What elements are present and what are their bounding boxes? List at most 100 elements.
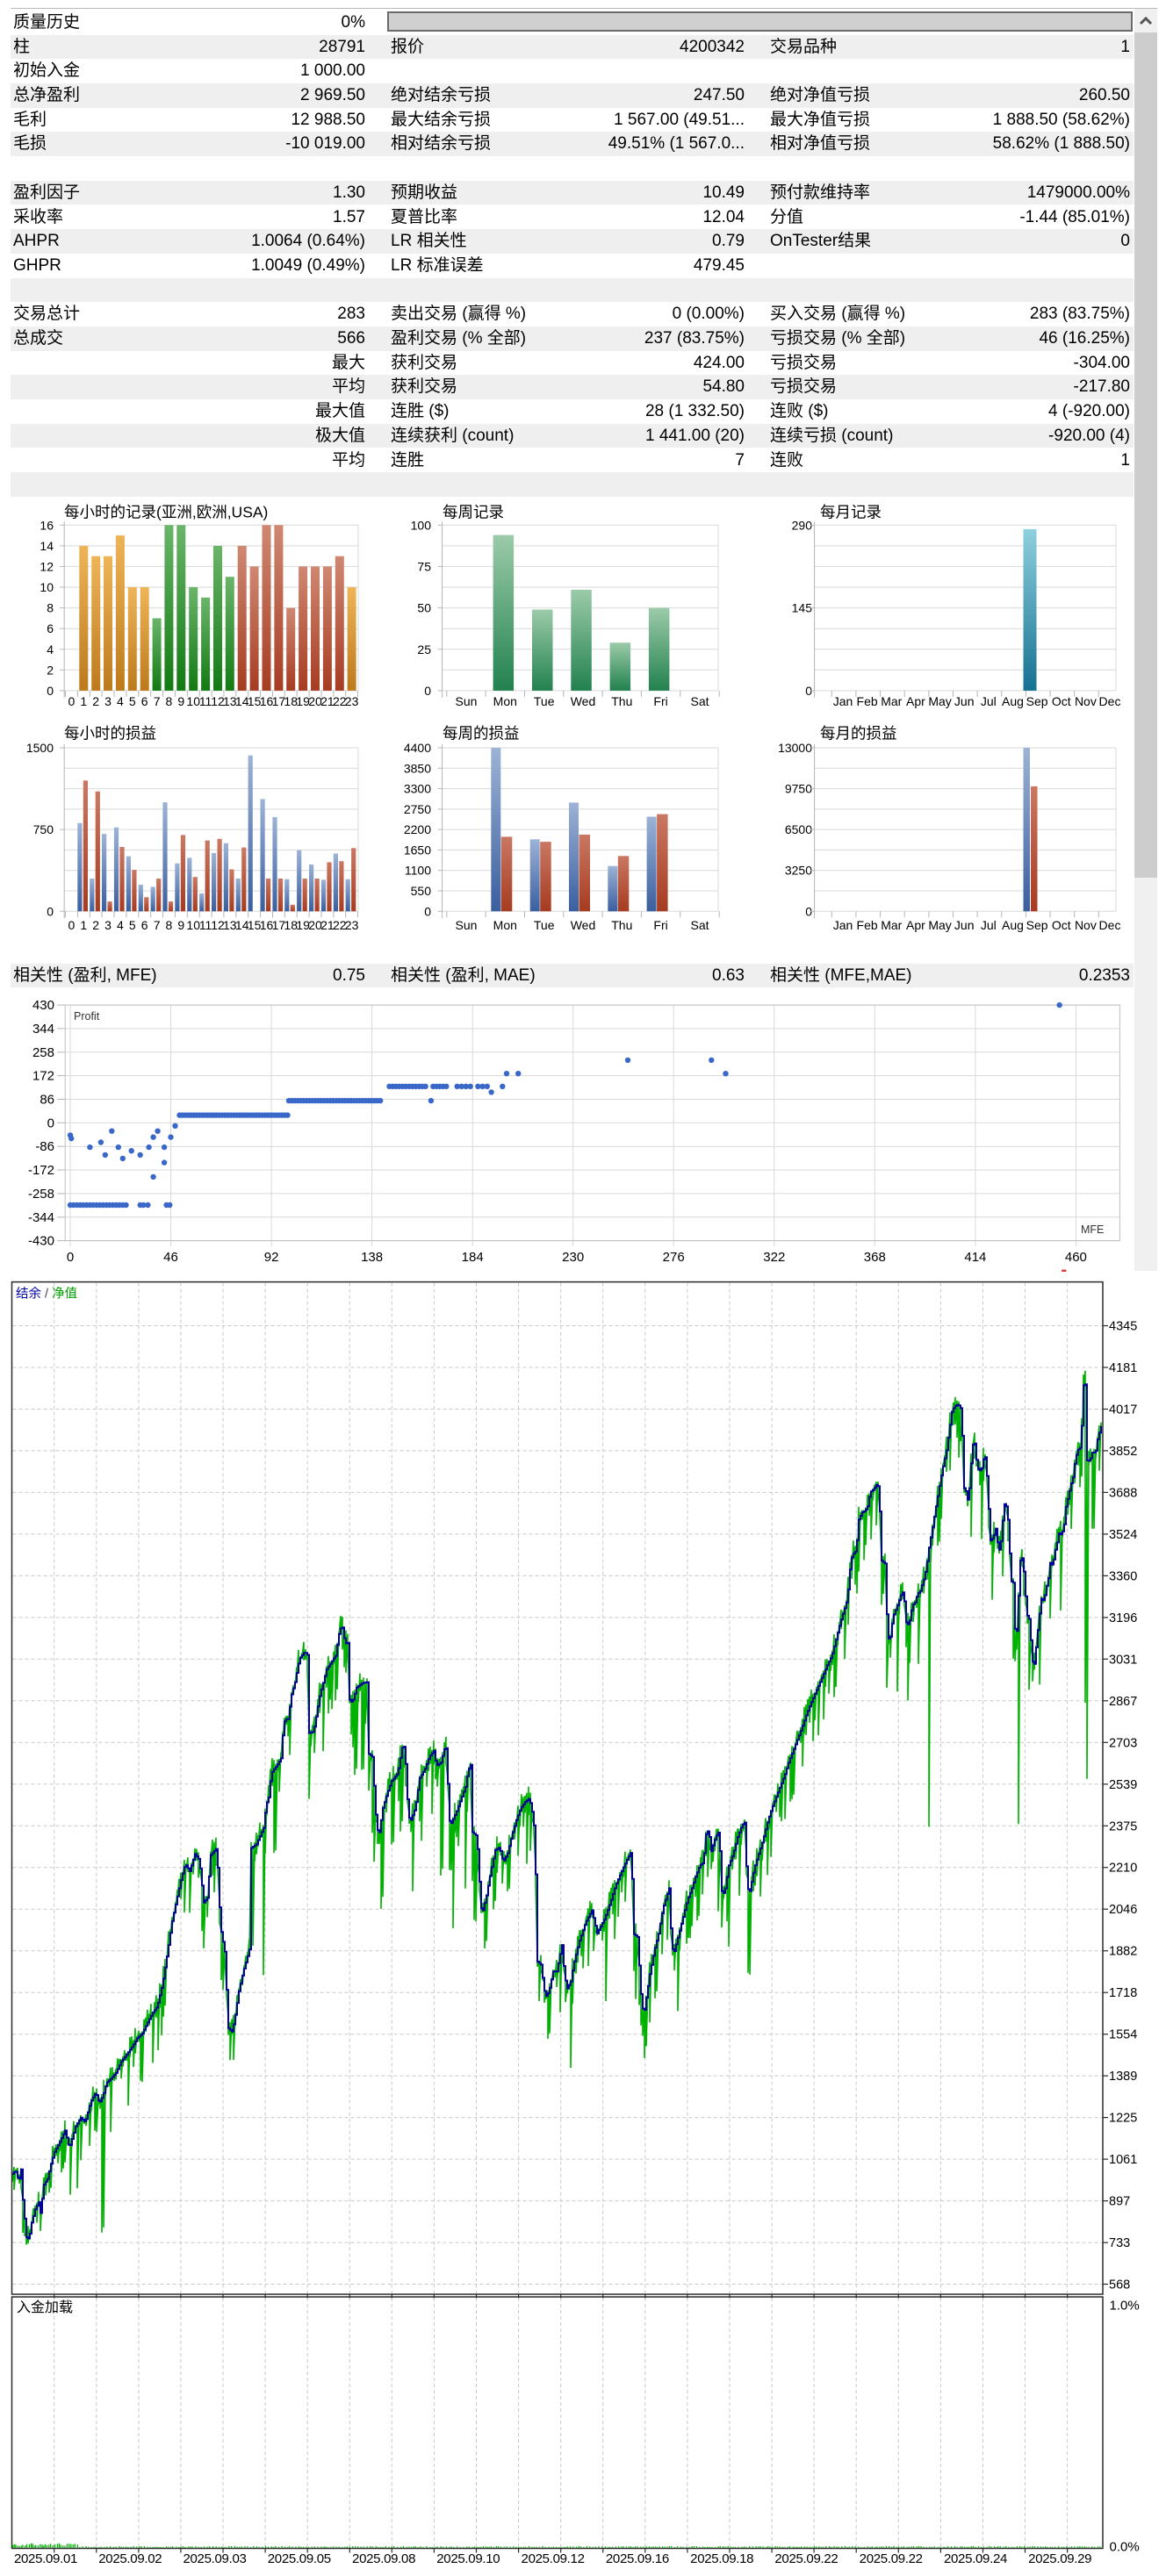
svg-text:6: 6 <box>141 694 148 708</box>
svg-text:3360: 3360 <box>1109 1569 1137 1583</box>
svg-text:2: 2 <box>92 694 99 708</box>
svg-text:75: 75 <box>417 559 431 573</box>
svg-text:MFE: MFE <box>1081 1223 1104 1236</box>
svg-text:0: 0 <box>68 918 76 932</box>
svg-text:15: 15 <box>248 918 262 932</box>
svg-text:0: 0 <box>424 904 431 918</box>
svg-text:4017: 4017 <box>1109 1403 1137 1417</box>
svg-text:1: 1 <box>80 918 87 932</box>
svg-text:9: 9 <box>177 694 184 708</box>
svg-text:2025.09.22: 2025.09.22 <box>860 2551 923 2566</box>
svg-text:12: 12 <box>211 694 225 708</box>
svg-text:3031: 3031 <box>1109 1653 1137 1667</box>
svg-text:7: 7 <box>154 918 161 932</box>
svg-text:Apr: Apr <box>906 694 925 708</box>
svg-text:290: 290 <box>792 518 813 532</box>
svg-text:2: 2 <box>47 663 54 677</box>
svg-text:897: 897 <box>1109 2195 1130 2209</box>
svg-text:5: 5 <box>129 694 136 708</box>
svg-text:每月的损益: 每月的损益 <box>820 725 897 743</box>
svg-text:-258: -258 <box>28 1187 54 1202</box>
svg-text:2: 2 <box>92 918 99 932</box>
svg-text:0: 0 <box>805 684 812 698</box>
svg-text:46: 46 <box>163 1250 178 1265</box>
svg-text:172: 172 <box>32 1069 54 1084</box>
svg-text:May: May <box>928 918 951 932</box>
svg-text:每小时的损益: 每小时的损益 <box>64 725 156 743</box>
svg-text:每周的损益: 每周的损益 <box>443 725 520 743</box>
svg-text:0: 0 <box>47 684 54 698</box>
svg-text:18: 18 <box>284 694 298 708</box>
svg-text:Aug: Aug <box>1002 694 1024 708</box>
svg-text:230: 230 <box>562 1250 584 1265</box>
svg-text:2375: 2375 <box>1109 1819 1137 1833</box>
svg-text:0: 0 <box>805 904 812 918</box>
svg-text:344: 344 <box>32 1022 54 1037</box>
svg-text:4345: 4345 <box>1109 1320 1137 1334</box>
svg-text:258: 258 <box>32 1045 54 1060</box>
svg-text:1500: 1500 <box>26 741 54 755</box>
svg-text:5: 5 <box>129 918 136 932</box>
svg-text:568: 568 <box>1109 2278 1130 2293</box>
svg-text:460: 460 <box>1065 1250 1087 1265</box>
svg-text:0: 0 <box>47 904 54 918</box>
svg-text:7: 7 <box>154 694 161 708</box>
svg-text:4181: 4181 <box>1109 1361 1137 1375</box>
svg-text:20: 20 <box>308 694 322 708</box>
svg-text:3250: 3250 <box>785 864 812 878</box>
svg-text:4: 4 <box>117 918 124 932</box>
svg-text:2025.09.05: 2025.09.05 <box>268 2551 331 2566</box>
svg-text:11: 11 <box>199 694 212 708</box>
svg-text:Feb: Feb <box>857 694 878 708</box>
svg-text:Mar: Mar <box>881 918 902 932</box>
svg-text:2025.09.29: 2025.09.29 <box>1028 2551 1091 2566</box>
svg-text:Jan: Jan <box>833 694 853 708</box>
svg-text:Dec: Dec <box>1099 918 1121 932</box>
svg-text:1225: 1225 <box>1109 2112 1137 2126</box>
svg-text:Mar: Mar <box>881 694 902 708</box>
svg-text:1882: 1882 <box>1109 1945 1137 1959</box>
svg-text:3196: 3196 <box>1109 1611 1137 1625</box>
svg-text:6: 6 <box>141 918 148 932</box>
svg-text:3688: 3688 <box>1109 1486 1137 1500</box>
svg-text:16: 16 <box>40 518 54 532</box>
svg-text:3300: 3300 <box>404 782 431 796</box>
svg-text:9: 9 <box>177 918 184 932</box>
svg-text:-430: -430 <box>28 1234 54 1249</box>
svg-text:-86: -86 <box>35 1139 54 1154</box>
svg-text:16: 16 <box>260 694 274 708</box>
svg-text:Nov: Nov <box>1075 918 1097 932</box>
svg-text:0: 0 <box>47 1116 54 1130</box>
svg-text:1554: 1554 <box>1109 2028 1137 2042</box>
svg-text:733: 733 <box>1109 2236 1130 2250</box>
svg-text:17: 17 <box>272 694 286 708</box>
svg-text:Tue: Tue <box>534 694 555 708</box>
svg-text:1: 1 <box>80 694 87 708</box>
svg-text:145: 145 <box>792 601 813 615</box>
svg-text:Fri: Fri <box>653 918 667 932</box>
svg-text:22: 22 <box>333 694 347 708</box>
svg-text:86: 86 <box>40 1093 54 1108</box>
svg-text:1061: 1061 <box>1109 2153 1137 2167</box>
svg-text:2025.09.03: 2025.09.03 <box>183 2551 246 2566</box>
svg-text:8: 8 <box>166 694 173 708</box>
svg-text:11: 11 <box>199 918 212 932</box>
svg-text:Mon: Mon <box>493 918 517 932</box>
svg-text:21: 21 <box>320 694 335 708</box>
svg-text:430: 430 <box>32 998 54 1013</box>
svg-text:2200: 2200 <box>404 822 431 836</box>
svg-text:23: 23 <box>345 694 359 708</box>
svg-text:3850: 3850 <box>404 761 431 775</box>
svg-text:14: 14 <box>40 539 54 553</box>
svg-text:21: 21 <box>320 918 335 932</box>
svg-text:Sat: Sat <box>690 918 709 932</box>
svg-text:Wed: Wed <box>571 694 596 708</box>
svg-text:6: 6 <box>47 621 54 635</box>
svg-text:2025.09.01: 2025.09.01 <box>14 2551 77 2566</box>
svg-text:2025.09.22: 2025.09.22 <box>774 2551 838 2566</box>
svg-text:Oct: Oct <box>1052 918 1071 932</box>
svg-text:100: 100 <box>411 518 432 532</box>
svg-text:2539: 2539 <box>1109 1778 1137 1792</box>
svg-text:2025.09.08: 2025.09.08 <box>352 2551 415 2566</box>
svg-text:Sep: Sep <box>1026 694 1048 708</box>
